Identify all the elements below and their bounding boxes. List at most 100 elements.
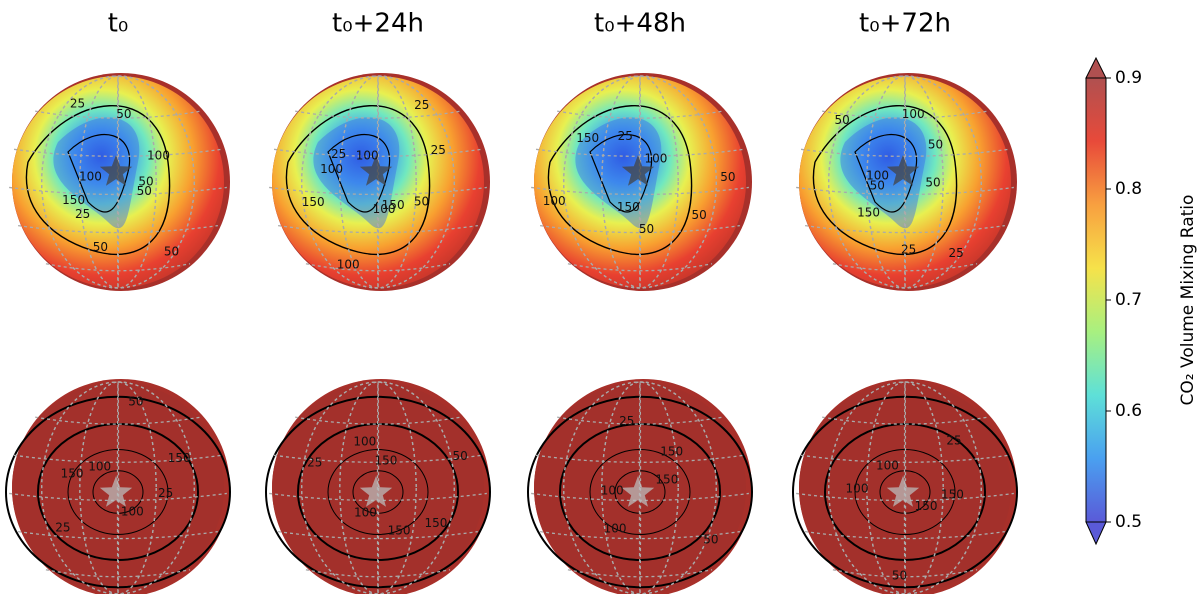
contour-label: 50 xyxy=(691,208,706,222)
colorbar-label: CO₂ Volume Mixing Ratio xyxy=(1178,195,1198,406)
grid-meridian xyxy=(376,75,380,289)
contour-label: 100 xyxy=(644,151,667,165)
grid-parallel xyxy=(9,186,227,196)
grid-meridian xyxy=(301,381,455,594)
grid-meridian xyxy=(79,381,157,594)
star xyxy=(621,476,655,507)
contour-label: 25 xyxy=(414,98,429,112)
contour xyxy=(854,134,918,213)
grid-parallel xyxy=(273,454,483,463)
grid-parallel xyxy=(269,186,487,196)
grid-parallel xyxy=(822,416,988,425)
contour xyxy=(589,134,653,213)
contour-label: 150 xyxy=(425,516,448,530)
contour-label: 100 xyxy=(846,482,869,496)
contour-label: 150 xyxy=(857,206,880,220)
grid-parallel xyxy=(540,530,740,540)
contour-label: 50 xyxy=(128,394,143,408)
grid-parallel xyxy=(832,263,978,272)
contour-label: 150 xyxy=(655,473,678,487)
grid-parallel xyxy=(18,224,218,234)
grid-meridian xyxy=(866,381,944,594)
contour-label: 50 xyxy=(164,244,179,258)
globe: 50 50 25 50 50 150 100 25 100 xyxy=(796,73,1017,291)
contour-label: 150 xyxy=(915,499,938,513)
globe: 150 100 25 50 100 150 xyxy=(527,379,753,594)
grid-parallel xyxy=(35,110,201,119)
grid-meridian xyxy=(339,75,417,289)
grid-meridian xyxy=(828,75,982,289)
contour xyxy=(25,105,171,256)
contour-label: 25 xyxy=(946,433,961,447)
star xyxy=(359,476,393,507)
panel-title: t₀+48h xyxy=(594,9,686,39)
contour-label: 100 xyxy=(353,434,376,448)
panel-title: t₀+24h xyxy=(332,9,424,39)
contour xyxy=(327,134,391,213)
globe: 150 150 25 50 100 100 150 xyxy=(265,379,491,594)
contour-label: 150 xyxy=(62,193,85,207)
globe: 150 25 50 100 100 50 150 50 xyxy=(531,73,752,291)
grid-parallel xyxy=(295,416,461,425)
panel-title: t₀+72h xyxy=(859,9,951,39)
grid-parallel xyxy=(273,148,483,157)
contour-label: 50 xyxy=(928,137,943,151)
contour-label: 25 xyxy=(431,143,446,157)
contour-label: 50 xyxy=(137,184,152,198)
contour-label: 100 xyxy=(902,107,925,121)
grid-meridian xyxy=(903,75,907,289)
contour-label: 50 xyxy=(453,449,468,463)
contour-label: 25 xyxy=(55,520,70,534)
grid-parallel xyxy=(805,530,1005,540)
grid-parallel xyxy=(800,454,1010,463)
contour xyxy=(812,105,958,256)
grid-parallel xyxy=(278,530,478,540)
grid-parallel xyxy=(305,263,451,272)
star xyxy=(99,155,133,186)
grid-parallel xyxy=(567,263,713,272)
contour-label: 150 xyxy=(61,467,84,481)
star xyxy=(99,476,133,507)
colorbar-extend-top xyxy=(1085,56,1107,79)
star xyxy=(621,155,655,186)
contour-label: 25 xyxy=(949,246,964,260)
contour-label: 100 xyxy=(876,459,899,473)
star xyxy=(359,155,393,186)
grid-parallel xyxy=(796,186,1014,196)
grid-parallel xyxy=(45,263,191,272)
contour-label: 100 xyxy=(88,459,111,473)
grid-parallel xyxy=(305,569,451,578)
contour-label: 100 xyxy=(337,257,360,271)
grid-parallel xyxy=(278,224,478,234)
star xyxy=(886,155,920,186)
contour-label: 50 xyxy=(925,175,940,189)
grid-parallel xyxy=(567,569,713,578)
grid-parallel xyxy=(18,530,218,540)
grid-meridian xyxy=(301,75,455,289)
contour-label: 100 xyxy=(354,506,377,520)
grid-parallel xyxy=(531,186,749,196)
contour xyxy=(285,105,431,256)
contour-label: 25 xyxy=(158,486,173,500)
panel-title: t₀ xyxy=(108,9,129,39)
grid-parallel xyxy=(832,569,978,578)
contour-label: 150 xyxy=(168,451,191,465)
contour-label: 25 xyxy=(618,129,633,143)
contour-label: 50 xyxy=(414,195,429,209)
contour xyxy=(547,105,693,256)
colorbar xyxy=(1085,77,1107,523)
contour-label: 50 xyxy=(835,113,850,127)
grid-meridian xyxy=(828,381,982,594)
contour-label: 50 xyxy=(639,222,654,236)
grid-meridian xyxy=(638,75,642,289)
contour-label: 100 xyxy=(79,170,102,184)
contour-label: 50 xyxy=(720,170,735,184)
contour-label: 25 xyxy=(619,414,634,428)
grid-parallel xyxy=(540,224,740,234)
colorbar-tick-label: 0.6 xyxy=(1115,401,1142,421)
contour-label: 150 xyxy=(374,454,397,468)
colorbar-tick-label: 0.5 xyxy=(1115,512,1142,532)
grid-parallel xyxy=(800,148,1010,157)
contour-label: 100 xyxy=(601,484,624,498)
